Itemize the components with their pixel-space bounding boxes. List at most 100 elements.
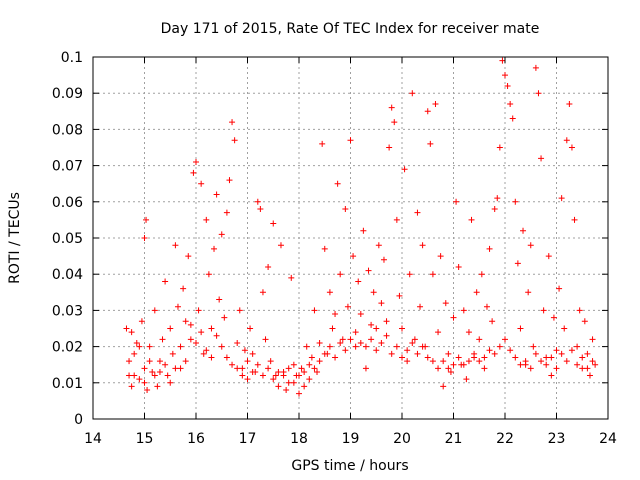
data-point — [520, 227, 527, 234]
data-point — [455, 354, 462, 361]
data-point — [584, 350, 591, 357]
data-point — [507, 347, 514, 354]
data-point — [342, 206, 349, 213]
data-point — [540, 307, 547, 314]
data-point — [141, 365, 148, 372]
axis-ticks: 14 15 16 17 18 19 20 21 22 23 24 0 0.01 0.02 0.03 0.04 0… — [52, 50, 617, 447]
data-point — [391, 119, 398, 126]
data-point — [249, 368, 256, 375]
x-tick-label: 24 — [599, 431, 617, 447]
data-point — [489, 318, 496, 325]
data-point — [332, 311, 339, 318]
data-point — [126, 358, 133, 365]
data-point — [576, 307, 583, 314]
data-point — [373, 325, 380, 332]
data-point — [375, 242, 382, 249]
data-point — [437, 253, 444, 260]
data-point — [296, 390, 302, 397]
data-point — [473, 289, 480, 296]
data-point — [151, 307, 158, 314]
data-point — [290, 361, 297, 368]
data-point — [548, 372, 555, 379]
data-point — [342, 347, 349, 354]
data-point — [133, 339, 140, 346]
data-point — [380, 256, 387, 263]
data-point — [460, 307, 467, 314]
x-tick-label: 14 — [84, 431, 102, 447]
data-point — [566, 101, 573, 108]
data-point — [180, 285, 187, 292]
data-point — [285, 365, 292, 372]
data-point — [442, 300, 449, 307]
y-tick-label: 0 — [74, 412, 83, 428]
data-point — [550, 314, 557, 321]
data-point — [332, 354, 339, 361]
data-point — [478, 271, 485, 278]
data-point — [154, 383, 161, 390]
data-point — [254, 361, 261, 368]
data-point — [234, 365, 241, 372]
data-point — [471, 350, 478, 357]
data-point — [568, 144, 575, 151]
data-point — [221, 314, 228, 321]
data-point — [357, 311, 364, 318]
data-point — [404, 358, 411, 365]
data-point — [321, 350, 328, 357]
data-point — [404, 347, 411, 354]
data-point — [352, 329, 359, 336]
data-point — [512, 198, 519, 205]
data-point — [496, 343, 503, 350]
data-point — [509, 115, 516, 122]
x-tick-label: 16 — [187, 431, 205, 447]
data-point — [259, 372, 266, 379]
data-point — [527, 365, 534, 372]
data-point — [290, 379, 297, 386]
data-point — [378, 339, 385, 346]
data-point — [187, 321, 194, 328]
data-point — [272, 372, 279, 379]
data-point — [195, 307, 202, 314]
data-point — [424, 354, 431, 361]
data-point — [270, 220, 277, 227]
data-point — [326, 343, 333, 350]
data-point — [445, 350, 452, 357]
data-point — [429, 358, 436, 365]
data-point — [239, 372, 246, 379]
data-point — [159, 336, 166, 343]
data-point — [491, 206, 498, 213]
data-point — [414, 350, 421, 357]
data-point — [138, 318, 145, 325]
data-point — [128, 329, 135, 336]
data-point — [481, 365, 488, 372]
data-point — [581, 318, 588, 325]
data-point — [149, 368, 156, 375]
data-point — [483, 303, 490, 310]
data-point — [571, 216, 578, 223]
data-point — [409, 90, 416, 97]
data-point — [435, 365, 442, 372]
data-point — [568, 347, 575, 354]
data-point — [198, 180, 205, 187]
data-point — [427, 140, 434, 147]
data-point — [308, 354, 315, 361]
data-point — [223, 209, 230, 216]
data-point — [167, 379, 174, 386]
data-point — [285, 379, 292, 386]
data-point — [177, 365, 184, 372]
data-point — [301, 368, 308, 375]
data-point — [517, 361, 524, 368]
data-point — [563, 137, 570, 144]
data-point — [396, 292, 403, 299]
data-point — [486, 347, 493, 354]
data-point — [267, 358, 274, 365]
data-point — [579, 354, 586, 361]
data-point — [339, 336, 346, 343]
data-point — [187, 336, 194, 343]
data-point — [185, 253, 192, 260]
data-point — [465, 329, 472, 336]
data-point — [182, 318, 189, 325]
y-tick-label: 0.05 — [52, 231, 83, 247]
data-point — [298, 365, 305, 372]
data-point — [126, 372, 133, 379]
